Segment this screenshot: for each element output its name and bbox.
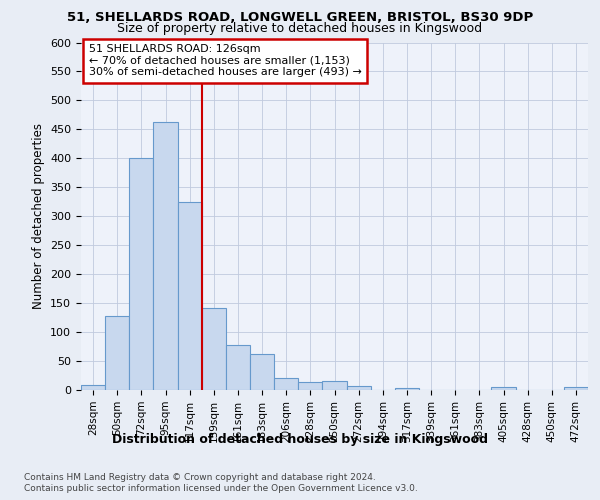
Bar bbox=[347, 386, 371, 390]
Bar bbox=[395, 388, 419, 390]
Bar bbox=[298, 382, 322, 390]
Bar bbox=[129, 158, 154, 390]
Bar bbox=[226, 345, 250, 390]
Text: Contains HM Land Registry data © Crown copyright and database right 2024.: Contains HM Land Registry data © Crown c… bbox=[24, 472, 376, 482]
Text: Distribution of detached houses by size in Kingswood: Distribution of detached houses by size … bbox=[112, 432, 488, 446]
Bar bbox=[81, 386, 105, 390]
Bar bbox=[274, 378, 298, 390]
Text: 51, SHELLARDS ROAD, LONGWELL GREEN, BRISTOL, BS30 9DP: 51, SHELLARDS ROAD, LONGWELL GREEN, BRIS… bbox=[67, 11, 533, 24]
Bar bbox=[154, 122, 178, 390]
Y-axis label: Number of detached properties: Number of detached properties bbox=[32, 123, 44, 309]
Bar bbox=[564, 387, 588, 390]
Text: 51 SHELLARDS ROAD: 126sqm
← 70% of detached houses are smaller (1,153)
30% of se: 51 SHELLARDS ROAD: 126sqm ← 70% of detac… bbox=[89, 44, 361, 78]
Bar bbox=[202, 308, 226, 390]
Bar bbox=[491, 387, 515, 390]
Text: Size of property relative to detached houses in Kingswood: Size of property relative to detached ho… bbox=[118, 22, 482, 35]
Text: Contains public sector information licensed under the Open Government Licence v3: Contains public sector information licen… bbox=[24, 484, 418, 493]
Bar bbox=[322, 382, 347, 390]
Bar bbox=[178, 202, 202, 390]
Bar bbox=[105, 316, 129, 390]
Bar bbox=[250, 354, 274, 390]
